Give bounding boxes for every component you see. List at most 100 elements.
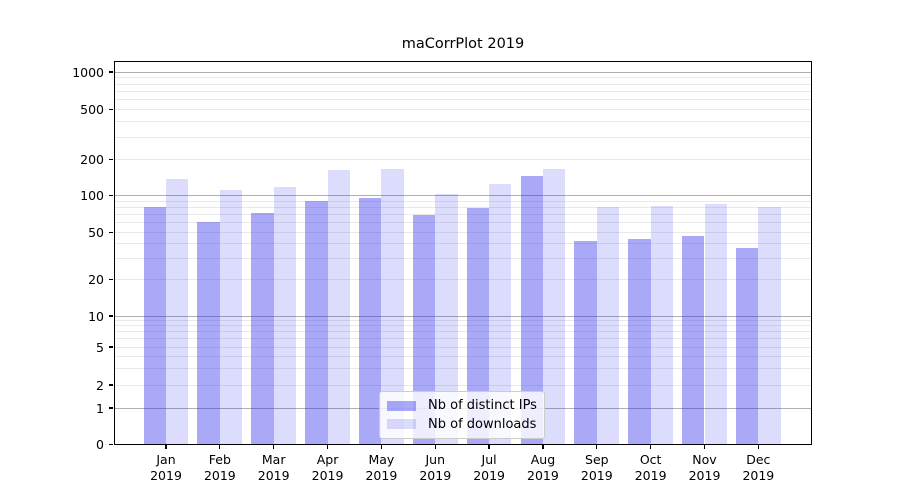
bar-distinct-ips-mar bbox=[251, 213, 274, 445]
y-tick-label-200: 200 bbox=[80, 152, 104, 167]
y-gridline-minor-200 bbox=[113, 159, 812, 160]
chart-title: maCorrPlot 2019 bbox=[401, 36, 525, 52]
x-tick-aug bbox=[542, 444, 544, 449]
y-gridline-major-1000 bbox=[113, 71, 812, 73]
x-tick-label-may: May 2019 bbox=[365, 452, 398, 483]
bar-downloads-oct bbox=[650, 206, 674, 445]
y-tick-label-50: 50 bbox=[88, 225, 104, 240]
legend-item-distinct-ips: Nb of distinct IPs bbox=[387, 398, 537, 413]
x-tick-label-aug: Aug 2019 bbox=[527, 452, 559, 483]
y-gridline-minor-700 bbox=[113, 90, 812, 92]
y-gridline-minor-3 bbox=[113, 367, 812, 369]
x-tick-apr bbox=[326, 444, 329, 449]
bar-distinct-ips-dec bbox=[735, 247, 759, 445]
y-tick-50 bbox=[109, 231, 113, 234]
bar-distinct-ips-may bbox=[359, 198, 382, 445]
y-tick-10 bbox=[109, 315, 113, 317]
bar-downloads-jul bbox=[489, 184, 512, 445]
x-tick-jan bbox=[165, 444, 167, 449]
legend-label-distinct-ips: Nb of distinct IPs bbox=[428, 398, 537, 414]
x-tick-label-jun: Jun 2019 bbox=[419, 452, 452, 483]
y-gridline-minor-8 bbox=[113, 325, 812, 327]
y-gridline-minor-2 bbox=[113, 384, 812, 386]
y-tick-0 bbox=[109, 443, 113, 446]
bar-distinct-ips-jan bbox=[143, 206, 166, 445]
y-gridline-minor-70 bbox=[113, 214, 812, 216]
y-tick-5 bbox=[109, 346, 113, 348]
y-gridline-minor-20 bbox=[113, 279, 812, 280]
x-tick-may bbox=[380, 444, 383, 449]
bar-downloads-jan bbox=[166, 179, 189, 445]
y-tick-label-20: 20 bbox=[88, 272, 104, 287]
y-gridline-minor-80 bbox=[113, 207, 812, 209]
y-gridline-minor-40 bbox=[113, 243, 812, 245]
y-tick-label-2: 2 bbox=[96, 377, 104, 393]
x-tick-label-apr: Apr 2019 bbox=[311, 452, 344, 483]
y-tick-500 bbox=[109, 108, 113, 111]
y-tick-label-5: 5 bbox=[96, 339, 104, 355]
x-tick-label-jan: Jan 2019 bbox=[150, 452, 182, 483]
y-gridline-minor-50 bbox=[113, 232, 812, 233]
bar-distinct-ips-nov bbox=[682, 235, 705, 445]
bar-downloads-apr bbox=[327, 169, 350, 445]
x-tick-jun bbox=[434, 444, 436, 449]
bar-downloads-mar bbox=[273, 186, 297, 445]
bar-downloads-may bbox=[381, 168, 404, 445]
bar-downloads-feb bbox=[219, 189, 243, 445]
x-tick-label-oct: Oct 2019 bbox=[634, 452, 667, 483]
y-tick-1 bbox=[109, 407, 113, 409]
bar-distinct-ips-feb bbox=[197, 221, 220, 445]
x-tick-label-nov: Nov 2019 bbox=[688, 452, 721, 483]
bar-distinct-ips-sep bbox=[574, 241, 597, 445]
bar-downloads-sep bbox=[596, 206, 620, 445]
y-gridline-minor-300 bbox=[113, 136, 812, 138]
x-tick-nov bbox=[703, 444, 706, 449]
y-gridline-minor-9 bbox=[113, 320, 812, 322]
y-gridline-major-100 bbox=[113, 195, 812, 197]
bar-downloads-dec bbox=[758, 206, 781, 445]
y-gridline-major-10 bbox=[113, 315, 812, 317]
x-tick-label-jul: Jul 2019 bbox=[473, 452, 505, 483]
y-tick-label-10: 10 bbox=[88, 308, 104, 324]
bar-downloads-aug bbox=[542, 168, 566, 445]
y-tick-label-1: 1 bbox=[96, 400, 104, 416]
bar-distinct-ips-aug bbox=[520, 175, 543, 445]
bar-distinct-ips-jun bbox=[412, 215, 436, 445]
y-tick-20 bbox=[109, 278, 113, 281]
bar-distinct-ips-apr bbox=[305, 200, 328, 445]
y-gridline-minor-7 bbox=[113, 331, 812, 333]
y-gridline-minor-800 bbox=[113, 83, 812, 85]
y-gridline-minor-4 bbox=[113, 355, 812, 357]
legend-item-downloads: Nb of downloads bbox=[387, 417, 537, 432]
y-tick-100 bbox=[109, 195, 113, 197]
x-tick-label-feb: Feb 2019 bbox=[203, 452, 236, 483]
x-tick-feb bbox=[219, 444, 221, 449]
x-tick-label-dec: Dec 2019 bbox=[742, 452, 775, 483]
x-tick-jul bbox=[488, 444, 490, 449]
legend-label-downloads: Nb of downloads bbox=[428, 416, 537, 432]
y-gridline-minor-60 bbox=[113, 222, 812, 224]
y-gridline-minor-90 bbox=[113, 200, 812, 202]
y-gridline-minor-30 bbox=[113, 258, 812, 260]
y-tick-label-500: 500 bbox=[80, 102, 104, 117]
y-gridline-minor-6 bbox=[113, 338, 812, 340]
y-gridline-minor-500 bbox=[113, 109, 812, 110]
y-gridline-minor-400 bbox=[113, 121, 812, 123]
legend-swatch-distinct-ips bbox=[387, 400, 416, 411]
bar-distinct-ips-oct bbox=[628, 239, 651, 445]
y-gridline-minor-600 bbox=[113, 99, 812, 101]
bar-distinct-ips-jul bbox=[466, 207, 490, 445]
x-tick-oct bbox=[650, 444, 652, 449]
x-tick-sep bbox=[596, 444, 598, 449]
y-gridline-minor-900 bbox=[113, 77, 812, 79]
legend: Nb of distinct IPs Nb of downloads bbox=[379, 391, 545, 439]
x-tick-label-mar: Mar 2019 bbox=[257, 452, 290, 483]
y-tick-label-1000: 1000 bbox=[72, 64, 104, 80]
y-tick-label-0: 0 bbox=[96, 437, 104, 452]
legend-swatch-downloads bbox=[387, 419, 416, 430]
y-tick-label-100: 100 bbox=[80, 188, 104, 204]
y-tick-1000 bbox=[109, 71, 113, 73]
